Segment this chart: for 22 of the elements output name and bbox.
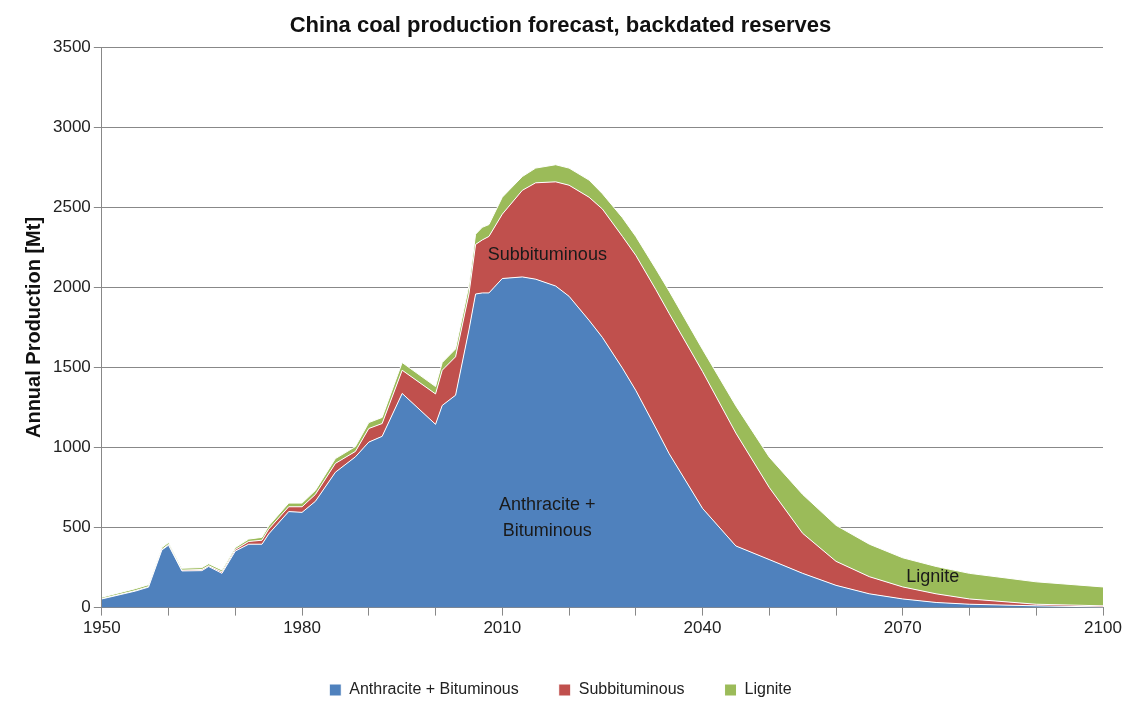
x-tick-label: 2070 [883, 618, 922, 638]
x-tick-label: 1980 [283, 618, 321, 638]
y-tick-label: 1500 [52, 357, 91, 377]
chart-title: China coal production forecast, backdated reserves [289, 12, 832, 38]
legend-label: Subbituminous [578, 680, 685, 698]
y-tick-label: 500 [62, 517, 91, 537]
legend-label: Lignite [744, 680, 792, 698]
y-tick-label: 2500 [52, 197, 91, 217]
annotation: Subbituminous [487, 243, 607, 264]
y-tick-label: 1000 [52, 437, 91, 457]
y-tick-label: 3500 [52, 37, 91, 57]
y-tick-label: 3000 [52, 117, 91, 137]
annotation: Anthracite + Bituminous [499, 493, 596, 540]
y-tick-label: 2000 [52, 277, 91, 297]
x-tick-label: 2010 [483, 618, 522, 638]
x-tick-label: 2040 [683, 618, 722, 638]
y-tick-label: 0 [81, 597, 91, 617]
x-tick-label: 2100 [1084, 618, 1122, 638]
y-axis-title: Annual Production [Mt] [21, 216, 44, 439]
annotation: Lignite [906, 565, 960, 586]
x-tick-label: 1950 [82, 618, 121, 638]
legend-label: Anthracite + Bituminous [349, 680, 519, 698]
